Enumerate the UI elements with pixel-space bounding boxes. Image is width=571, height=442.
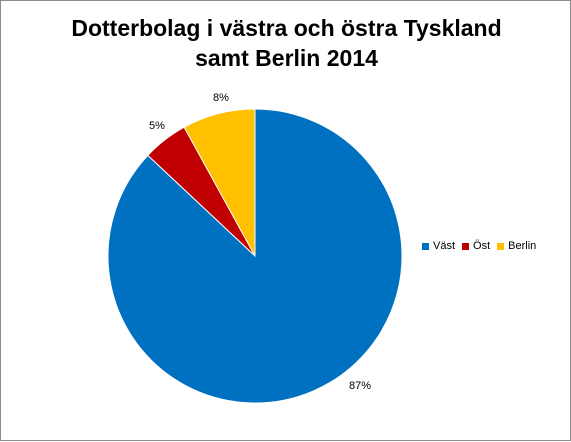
legend-swatch-berlin [497,242,505,250]
legend-item-vast: Väst [422,240,455,252]
legend-label-ost: Öst [473,240,491,252]
legend-label-vast: Väst [433,240,456,252]
legend-label-berlin: Berlin [508,240,537,252]
legend-swatch-vast [422,242,429,250]
legend-item-berlin: Berlin [497,240,536,252]
data-label-ost: 5% [149,120,165,132]
legend-swatch-ost [462,242,470,250]
chart-title-line-2: samt Berlin 2014 [195,45,378,71]
pie-slice-berlin [183,108,256,257]
data-label-vast: 87% [349,380,371,392]
data-label-berlin: 8% [213,92,229,104]
legend: Väst Öst Berlin [422,240,543,252]
chart-title: Dotterbolag i västra och östra Tyskland … [1,13,571,73]
chart-title-line-1: Dotterbolag i västra och östra Tyskland [71,15,502,41]
legend-item-ost: Öst [462,240,490,252]
